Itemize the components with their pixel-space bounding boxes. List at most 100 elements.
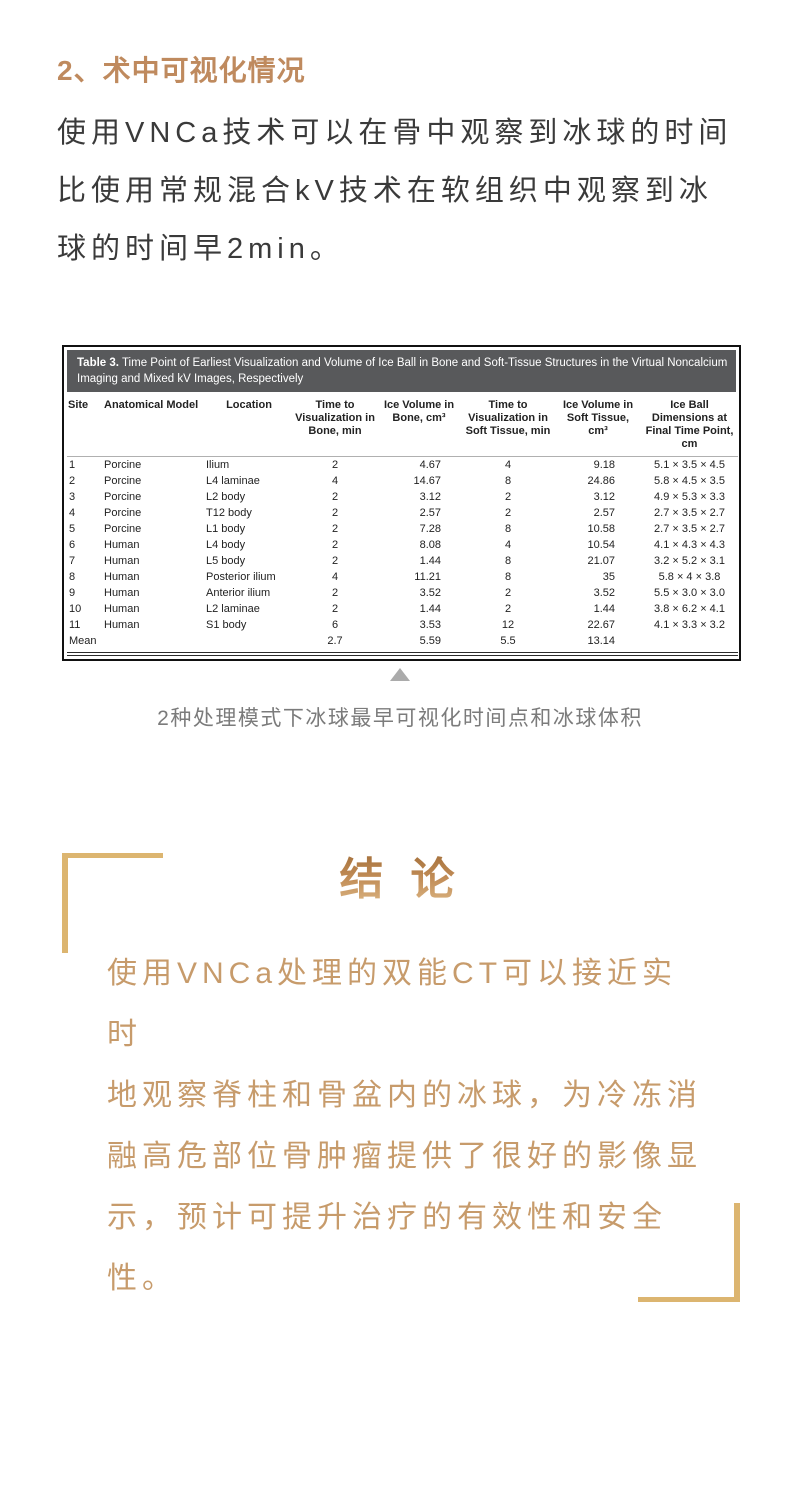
cell-site: 5 — [69, 522, 76, 535]
cell-ice-volume-bone: 1.44 — [419, 602, 441, 615]
cell-location: Ilium — [206, 458, 230, 471]
table-header-cell: Time to Visualization in Bone, min — [293, 396, 377, 457]
cell-ice-ball-dimensions: 4.1 × 3.3 × 3.2 — [654, 618, 725, 631]
cell-ice-ball-dimensions: 4.9 × 5.3 × 3.3 — [654, 490, 725, 503]
table-titlebar: Table 3. Time Point of Earliest Visualiz… — [67, 350, 736, 392]
table-header-cell: Ice Volume in Bone, cm³ — [377, 396, 461, 457]
table-row: 5 Porcine L1 body 2 7.28 8 10.58 2.7 × 3… — [67, 521, 738, 537]
cell-ice-volume-bone: 2.57 — [419, 506, 441, 519]
triangle-up-icon — [390, 667, 410, 681]
cell-time-bone: 2 — [331, 538, 339, 551]
cell-ice-ball-dimensions: 5.1 × 3.5 × 4.5 — [654, 458, 725, 471]
cell-time-soft-tissue: 2 — [504, 586, 512, 599]
table-row: 9 Human Anterior ilium 2 3.52 2 3.52 5.5… — [67, 585, 738, 601]
intro-text-line: 球的时间早2min。 — [57, 233, 344, 265]
table-header-cell: Time to Visualization in Soft Tissue, mi… — [461, 396, 555, 457]
cell-ice-ball-dimensions: 3.8 × 6.2 × 4.1 — [654, 602, 725, 615]
conclusion-text-line: 使用VNCa处理的双能CT可以接近实时 — [107, 956, 678, 1051]
cell-site: 4 — [69, 506, 76, 519]
cell-time-bone: 4 — [331, 474, 339, 487]
cell-time-soft-tissue: 12 — [501, 618, 515, 631]
cell-ice-volume-bone: 1.44 — [419, 554, 441, 567]
cell-anatomical-model: Human — [104, 554, 140, 567]
cell-ice-volume-bone: 5.59 — [377, 633, 461, 656]
cell-time-soft-tissue: 8 — [504, 522, 512, 535]
cell-time-bone: 2 — [331, 522, 339, 535]
table-header-cell: Ice Volume in Soft Tissue, cm³ — [555, 396, 641, 457]
cell-anatomical-model: Porcine — [104, 522, 142, 535]
cell-ice-volume-bone: 3.12 — [419, 490, 441, 503]
cell-ice-ball-dimensions: 5.8 × 4.5 × 3.5 — [654, 474, 725, 487]
cell-ice-volume-soft-tissue: 1.44 — [593, 602, 615, 615]
cell-time-soft-tissue: 4 — [504, 458, 512, 471]
cell-time-bone: 6 — [331, 618, 339, 631]
section-heading: 2、术中可视化情况 — [57, 55, 306, 86]
cell-ice-volume-bone: 14.67 — [413, 474, 441, 487]
cell-ice-ball-dimensions — [641, 633, 738, 656]
conclusion-paragraph: 使用VNCa处理的双能CT可以接近实时 地观察脊柱和骨盆内的冰球，为冷冻消 融高… — [107, 943, 710, 1309]
cell-location: L4 laminae — [206, 474, 260, 487]
table-row: 4 Porcine T12 body 2 2.57 2 2.57 2.7 × 3… — [67, 505, 738, 521]
conclusion-text-line: 示，预计可提升治疗的有效性和安全性。 — [107, 1200, 667, 1295]
table-header-cell: Ice Ball Dimensions at Final Time Point,… — [641, 396, 738, 457]
corner-bracket-top-left — [62, 852, 163, 953]
table-row: 2 Porcine L4 laminae 4 14.67 8 24.86 5.8… — [67, 473, 738, 489]
cell-ice-ball-dimensions: 2.7 × 3.5 × 2.7 — [654, 522, 725, 535]
cell-location: L2 body — [206, 490, 246, 503]
cell-time-soft-tissue: 8 — [504, 474, 512, 487]
table-header-cell: Location — [205, 396, 293, 457]
intro-text-line: 比使用常规混合kV技术在软组织中观察到冰 — [57, 175, 713, 207]
cell-anatomical-model: Human — [104, 618, 140, 631]
table-figure: Table 3. Time Point of Earliest Visualiz… — [62, 345, 741, 661]
cell-site: 11 — [69, 618, 81, 631]
cell-ice-volume-bone: 3.53 — [419, 618, 441, 631]
cell-time-soft-tissue: 8 — [504, 554, 512, 567]
cell-location: L2 laminae — [206, 602, 260, 615]
cell-time-bone: 2 — [331, 506, 339, 519]
cell-site: 8 — [69, 570, 76, 583]
cell-ice-volume-soft-tissue: 2.57 — [593, 506, 615, 519]
cell-site: 1 — [69, 458, 76, 471]
cell-ice-volume-bone: 4.67 — [419, 458, 441, 471]
cell-site: 6 — [69, 538, 76, 551]
data-table: Site Anatomical Model Location Time to V… — [67, 396, 738, 656]
cell-anatomical-model — [103, 633, 205, 656]
cell-time-soft-tissue: 8 — [504, 570, 512, 583]
cell-ice-volume-soft-tissue: 3.12 — [593, 490, 615, 503]
cell-time-soft-tissue: 2 — [504, 490, 512, 503]
cell-time-bone: 2.7 — [293, 633, 377, 656]
table-body: 1 Porcine Ilium 2 4.67 4 9.18 5.1 × 3.5 … — [67, 457, 738, 656]
table-row: 6 Human L4 body 2 8.08 4 10.54 4.1 × 4.3… — [67, 537, 738, 553]
cell-location — [205, 633, 293, 656]
cell-location: L5 body — [206, 554, 246, 567]
corner-bracket-bottom-right — [638, 1202, 740, 1302]
cell-ice-volume-soft-tissue: 22.67 — [587, 618, 615, 631]
cell-site: 2 — [69, 474, 76, 487]
table-row: 10 Human L2 laminae 2 1.44 2 1.44 3.8 × … — [67, 601, 738, 617]
cell-time-bone: 2 — [331, 586, 339, 599]
cell-ice-volume-bone: 3.52 — [419, 586, 441, 599]
cell-ice-volume-soft-tissue: 24.86 — [587, 474, 615, 487]
cell-ice-ball-dimensions: 2.7 × 3.5 × 2.7 — [654, 506, 725, 519]
cell-site: 10 — [69, 602, 82, 615]
cell-time-bone: 2 — [331, 554, 339, 567]
article-page: 2、术中可视化情况 使用VNCa技术可以在骨中观察到冰球的时间 比使用常规混合k… — [0, 54, 800, 1486]
cell-site: Mean — [67, 633, 103, 656]
cell-location: T12 body — [206, 506, 252, 519]
cell-anatomical-model: Porcine — [104, 506, 142, 519]
cell-ice-volume-soft-tissue: 9.18 — [593, 458, 615, 471]
cell-time-soft-tissue: 5.5 — [461, 633, 555, 656]
cell-time-bone: 2 — [331, 458, 339, 471]
cell-ice-volume-bone: 8.08 — [419, 538, 441, 551]
table-title-text: Time Point of Earliest Visualization and… — [77, 357, 728, 385]
cell-anatomical-model: Human — [104, 586, 140, 599]
cell-ice-volume-soft-tissue: 35 — [602, 570, 615, 583]
cell-ice-volume-soft-tissue: 10.54 — [587, 538, 615, 551]
table-row: 8 Human Posterior ilium 4 11.21 8 35 5.8… — [67, 569, 738, 585]
cell-location: L1 body — [206, 522, 246, 535]
cell-anatomical-model: Human — [104, 538, 140, 551]
cell-time-soft-tissue: 2 — [504, 602, 512, 615]
figure-caption: 2种处理模式下冰球最早可视化时间点和冰球体积 — [157, 706, 643, 730]
cell-ice-volume-soft-tissue: 21.07 — [587, 554, 615, 567]
cell-ice-volume-soft-tissue: 3.52 — [593, 586, 615, 599]
